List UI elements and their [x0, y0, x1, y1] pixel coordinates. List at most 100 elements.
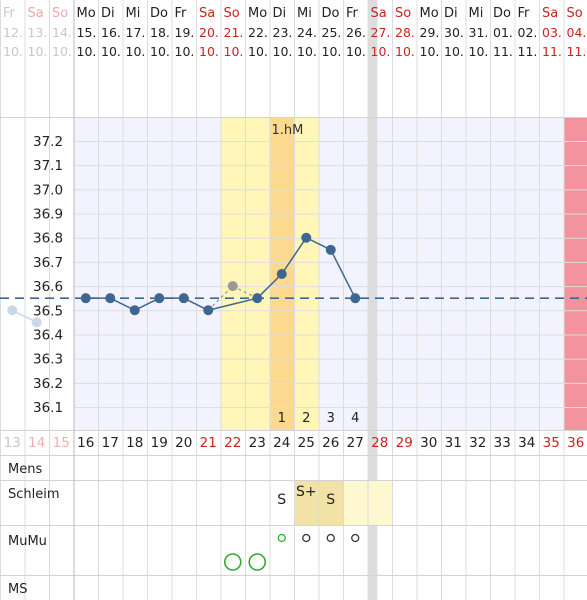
temp-point[interactable] — [129, 305, 140, 316]
cycle-day-number[interactable]: 31 — [445, 435, 462, 451]
date-label: 27. — [371, 25, 391, 40]
header-day[interactable]: Mi 24. 10. — [297, 6, 317, 59]
weekday-label: Do — [322, 6, 340, 21]
post-ovulation-day: 4 — [351, 411, 359, 426]
header-day[interactable]: Mo 29. 10. — [420, 6, 440, 59]
date-label: 30. — [444, 25, 464, 40]
header-day[interactable]: Di 30. 10. — [444, 6, 464, 59]
month-label: 10. — [395, 44, 415, 59]
temp-point[interactable] — [350, 293, 361, 304]
cycle-day-number[interactable]: 17 — [102, 435, 119, 451]
temp-tick-label: 36.2 — [33, 376, 63, 392]
observation-rows[interactable]: Mens Schleim MuMu MS — [8, 462, 60, 597]
cycle-day-number[interactable]: 24 — [273, 435, 290, 451]
header-day[interactable]: Mo 22. 10. — [248, 6, 268, 59]
weekday-label: Fr — [3, 6, 16, 21]
temp-point[interactable] — [7, 305, 18, 316]
temp-tick-label: 36.6 — [33, 279, 63, 295]
month-label: 10. — [248, 44, 268, 59]
cycle-day-number[interactable]: 30 — [420, 435, 437, 451]
temp-point[interactable] — [301, 232, 312, 243]
temp-point[interactable] — [227, 281, 238, 292]
cycle-day-number[interactable]: 14 — [28, 435, 45, 451]
cycle-day-number[interactable]: 34 — [518, 435, 535, 451]
temp-point[interactable] — [276, 269, 287, 279]
temp-point[interactable] — [105, 293, 116, 304]
month-label: 10. — [101, 44, 121, 59]
temp-point[interactable] — [203, 305, 214, 316]
cycle-day-number[interactable]: 21 — [200, 435, 217, 451]
cycle-day-number[interactable]: 23 — [249, 435, 266, 451]
cycle-day-number[interactable]: 15 — [53, 435, 70, 451]
weekday-label: Mi — [469, 6, 484, 21]
mucus-mark: S — [277, 492, 286, 508]
cycle-day-number[interactable]: 28 — [371, 435, 388, 451]
temp-point[interactable] — [31, 317, 42, 328]
header-day[interactable]: Mo 15. 10. — [77, 6, 97, 59]
cervix-soft-mark — [248, 553, 267, 571]
weekday-label: So — [52, 6, 68, 21]
header-day[interactable]: So 21. 10. — [224, 6, 244, 59]
cycle-day-number[interactable]: 20 — [175, 435, 192, 451]
cycle-day-number[interactable]: 13 — [4, 435, 21, 451]
post-ovulation-day: 2 — [302, 411, 310, 426]
date-label: 14. — [52, 25, 72, 40]
weekday-label: Mi — [297, 6, 312, 21]
header-day[interactable]: Di 16. 10. — [101, 6, 121, 59]
header-day[interactable]: Fr 12. 10. — [3, 6, 23, 59]
cycle-day-number[interactable]: 33 — [494, 435, 511, 451]
month-label: 11. — [567, 44, 587, 59]
cervix-mark — [326, 533, 335, 543]
date-label: 04. — [567, 25, 587, 40]
cycle-day-number[interactable]: 29 — [396, 435, 413, 451]
cycle-day-row[interactable]: 13 14 15 16 17 18 19 20 21 22 23 24 25 26 27 28 29 30 31 32… — [4, 435, 587, 451]
cycle-day-number[interactable]: 35 — [543, 435, 560, 451]
header-day[interactable]: Sa 03. 11. — [542, 6, 562, 59]
row-label-ms: MS — [8, 582, 27, 597]
temp-point[interactable] — [252, 293, 263, 304]
cycle-day-number[interactable]: 16 — [77, 435, 94, 451]
header-day[interactable]: So 28. 10. — [395, 6, 415, 59]
weekday-label: Fr — [175, 6, 188, 21]
cycle-day-number[interactable]: 25 — [298, 435, 315, 451]
weekday-label: So — [224, 6, 240, 21]
cervix-mark — [351, 533, 360, 543]
cycle-day-number[interactable]: 26 — [322, 435, 339, 451]
header-day[interactable]: Do 01. 11. — [493, 6, 513, 59]
header-day[interactable]: Mi 31. 10. — [469, 6, 489, 59]
month-label: 11. — [542, 44, 562, 59]
date-header[interactable]: Fr 12. 10. Sa 13. 10. So 14. 10. Mo 15. 10. Di 16. 10.… — [3, 6, 587, 59]
cycle-day-number[interactable]: 36 — [567, 435, 584, 451]
header-day[interactable]: Fr 02. 11. — [518, 6, 538, 59]
header-day[interactable]: Sa 13. 10. — [28, 6, 48, 59]
header-day[interactable]: Sa 27. 10. — [371, 6, 391, 59]
header-day[interactable]: Sa 20. 10. — [199, 6, 219, 59]
header-day[interactable]: Fr 26. 10. — [346, 6, 366, 59]
cycle-day-number[interactable]: 22 — [224, 435, 241, 451]
temp-point[interactable] — [325, 244, 336, 255]
date-label: 15. — [77, 25, 97, 40]
header-day[interactable]: Di 23. 10. — [273, 6, 293, 59]
temp-point[interactable] — [178, 293, 189, 304]
header-day[interactable]: So 04. 11. — [567, 6, 587, 59]
month-label: 10. — [297, 44, 317, 59]
temp-point[interactable] — [154, 293, 165, 304]
date-label: 23. — [273, 25, 293, 40]
month-label: 10. — [273, 44, 293, 59]
header-day[interactable]: Do 18. 10. — [150, 6, 170, 59]
cycle-day-number[interactable]: 32 — [469, 435, 486, 451]
cycle-day-number[interactable]: 27 — [347, 435, 364, 451]
header-day[interactable]: Fr 19. 10. — [175, 6, 195, 59]
month-label: 10. — [3, 44, 23, 59]
cycle-day-number[interactable]: 19 — [151, 435, 168, 451]
cervix-mark — [302, 533, 311, 543]
cycle-day-number[interactable]: 18 — [126, 435, 143, 451]
weekday-label: Sa — [28, 6, 44, 21]
temp-point[interactable] — [80, 293, 91, 304]
header-day[interactable]: So 14. 10. — [52, 6, 72, 59]
temp-tick-label: 36.1 — [33, 400, 63, 416]
header-day[interactable]: Mi 17. 10. — [126, 6, 146, 59]
header-day[interactable]: Do 25. 10. — [322, 6, 342, 59]
temperature-axis: 37.2 37.1 37.0 36.9 36.8 36.7 36.6 36.5 36.4 36.3… — [33, 134, 63, 416]
